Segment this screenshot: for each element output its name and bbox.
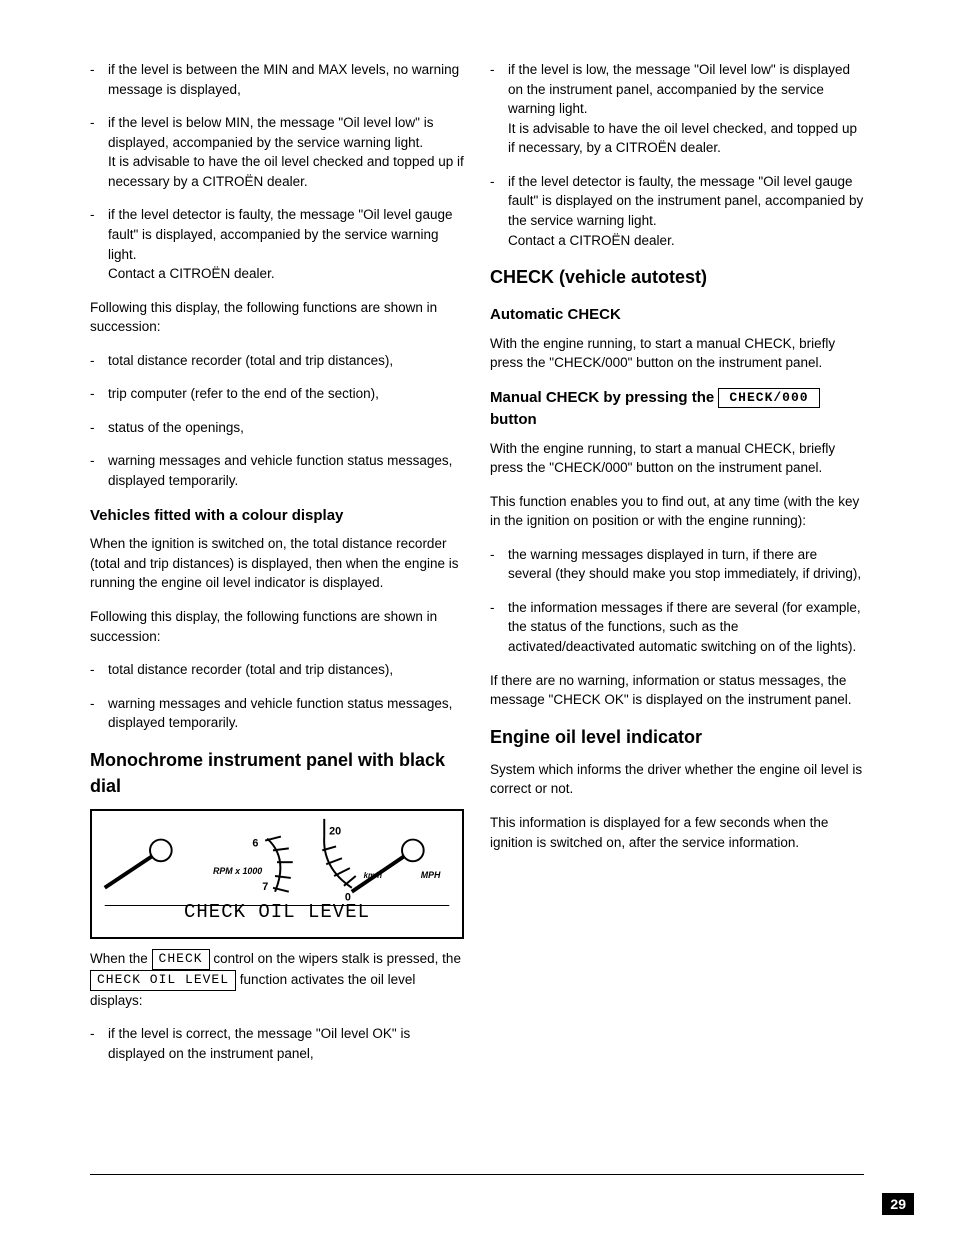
bullet-text: if the level is below MIN, the message "…	[108, 113, 464, 191]
dash-icon: -	[490, 60, 508, 158]
heading-monochrome-panel: Monochrome instrument panel with black d…	[90, 747, 464, 799]
bullet-item: - if the level detector is faulty, the m…	[490, 172, 864, 250]
bullet-text: the information messages if there are se…	[508, 598, 864, 657]
dash-icon: -	[90, 113, 108, 191]
paragraph: If there are no warning, information or …	[490, 671, 864, 710]
dash-icon: -	[90, 1024, 108, 1063]
subheading-colour-display: Vehicles fitted with a colour display	[90, 505, 464, 527]
paragraph: Following this display, the following fu…	[90, 607, 464, 646]
bullet-item: - the warning messages displayed in turn…	[490, 545, 864, 584]
bullet-text: total distance recorder (total and trip …	[108, 351, 464, 371]
paragraph: This function enables you to find out, a…	[490, 492, 864, 531]
bullet-item: - warning messages and vehicle function …	[90, 694, 464, 733]
lcd-check-oil-level: CHECK OIL LEVEL	[92, 899, 462, 927]
dash-icon: -	[90, 660, 108, 680]
dash-icon: -	[90, 418, 108, 438]
check-oil-level-label-box: CHECK OIL LEVEL	[90, 970, 236, 991]
text: When the	[90, 951, 152, 966]
dash-icon: -	[90, 205, 108, 283]
bullet-text: if the level detector is faulty, the mes…	[108, 205, 464, 283]
subheading-automatic-check: Automatic CHECK	[490, 304, 864, 326]
bullet-text: trip computer (refer to the end of the s…	[108, 384, 464, 404]
bullet-text: if the level detector is faulty, the mes…	[508, 172, 864, 250]
rpm-tick: 6	[252, 837, 258, 849]
dash-icon: -	[490, 172, 508, 250]
paragraph: Following this display, the following fu…	[90, 298, 464, 337]
paragraph: System which informs the driver whether …	[490, 760, 864, 799]
check-000-label-box: CHECK/000	[718, 388, 819, 409]
bullet-text: the warning messages displayed in turn, …	[508, 545, 864, 584]
bullet-text: if the level is between the MIN and MAX …	[108, 60, 464, 99]
subheading-manual-check: Manual CHECK by pressing the CHECK/000 b…	[490, 387, 864, 431]
two-column-layout: - if the level is between the MIN and MA…	[90, 60, 864, 1077]
page: - if the level is between the MIN and MA…	[0, 0, 954, 1235]
bullet-item: - total distance recorder (total and tri…	[90, 660, 464, 680]
paragraph: When the CHECK control on the wipers sta…	[90, 949, 464, 1010]
dash-icon: -	[90, 60, 108, 99]
bullet-item: - if the level is correct, the message "…	[90, 1024, 464, 1063]
speed-tick: 20	[329, 826, 341, 838]
bullet-item: - if the level detector is faulty, the m…	[90, 205, 464, 283]
bullet-item: - warning messages and vehicle function …	[90, 451, 464, 490]
bullet-item: - trip computer (refer to the end of the…	[90, 384, 464, 404]
dash-icon: -	[90, 384, 108, 404]
dash-icon: -	[90, 351, 108, 371]
bullet-text: if the level is correct, the message "Oi…	[108, 1024, 464, 1063]
paragraph: With the engine running, to start a manu…	[490, 334, 864, 373]
bullet-item: - status of the openings,	[90, 418, 464, 438]
bullet-item: - if the level is low, the message "Oil …	[490, 60, 864, 158]
dash-icon: -	[490, 545, 508, 584]
bullet-text: warning messages and vehicle function st…	[108, 694, 464, 733]
rpm-tick: 7	[262, 881, 268, 893]
rpm-label: RPM x 1000	[213, 866, 262, 876]
paragraph: This information is displayed for a few …	[490, 813, 864, 852]
dash-icon: -	[90, 694, 108, 733]
paragraph: With the engine running, to start a manu…	[490, 439, 864, 478]
dash-icon: -	[490, 598, 508, 657]
heading-check-autotest: CHECK (vehicle autotest)	[490, 264, 864, 290]
text: control on the wipers stalk is pressed, …	[213, 951, 461, 966]
footer-rule	[90, 1174, 864, 1175]
gauge-figure: RPM x 1000 6 7 20	[90, 809, 464, 939]
check-label-box: CHECK	[152, 949, 210, 970]
bullet-text: status of the openings,	[108, 418, 464, 438]
bullet-item: - if the level is below MIN, the message…	[90, 113, 464, 191]
right-column: - if the level is low, the message "Oil …	[490, 60, 864, 1077]
left-column: - if the level is between the MIN and MA…	[90, 60, 464, 1077]
text: button	[490, 411, 537, 428]
text: Manual CHECK by pressing the	[490, 389, 718, 406]
bullet-text: total distance recorder (total and trip …	[108, 660, 464, 680]
mph-label: MPH	[421, 870, 441, 880]
bullet-item: - total distance recorder (total and tri…	[90, 351, 464, 371]
dash-icon: -	[90, 451, 108, 490]
bullet-text: if the level is low, the message "Oil le…	[508, 60, 864, 158]
page-number: 29	[882, 1193, 914, 1215]
bullet-item: - the information messages if there are …	[490, 598, 864, 657]
paragraph: When the ignition is switched on, the to…	[90, 534, 464, 593]
heading-oil-level-indicator: Engine oil level indicator	[490, 724, 864, 750]
bullet-item: - if the level is between the MIN and MA…	[90, 60, 464, 99]
bullet-text: warning messages and vehicle function st…	[108, 451, 464, 490]
